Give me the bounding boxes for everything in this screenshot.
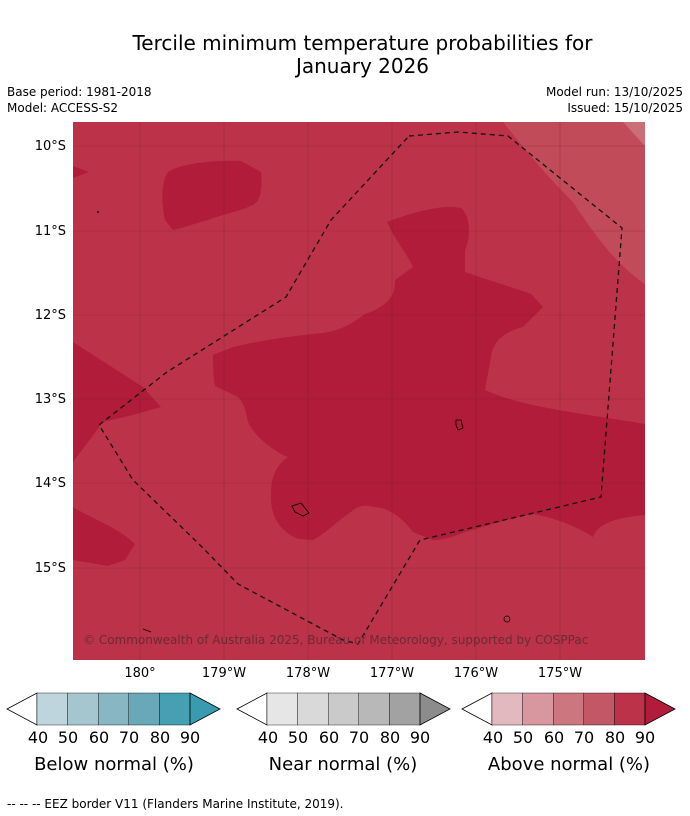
colorbar-segment: [583, 692, 615, 726]
lat-label: 14°S: [34, 476, 66, 491]
colorbar-segment: [159, 692, 191, 726]
colorbar-tick: 90: [179, 728, 201, 747]
lat-label: 12°S: [34, 308, 66, 323]
colorbar-tick: 40: [482, 728, 504, 747]
island-outline: [97, 211, 99, 213]
colorbar-tick: 80: [379, 728, 401, 747]
lon-label: 176°W: [453, 666, 499, 681]
colorbar-tick: 70: [573, 728, 595, 747]
colorbar-tick: 40: [257, 728, 279, 747]
colorbar-label-below: Below normal (%): [34, 754, 194, 775]
region-90pct-north: [162, 160, 262, 230]
model-run: Model run: 13/10/2025: [545, 85, 683, 99]
colorbar-tick: 60: [88, 728, 110, 747]
copyright-notice: © Commonwealth of Australia 2025, Bureau…: [83, 633, 589, 647]
lon-label: 180°: [124, 666, 156, 681]
region-90pct-central: [213, 206, 645, 541]
colorbar-label-above: Above normal (%): [487, 754, 651, 775]
colorbar-segment: [128, 692, 160, 726]
colorbar-tick: 70: [348, 728, 370, 747]
colorbar-segment: [522, 692, 554, 726]
island-outline: [455, 419, 464, 431]
meta-left: Base period: 1981-2018 Model: ACCESS-S2: [7, 84, 152, 116]
region-90pct-west: [73, 342, 161, 462]
graticule: [73, 122, 645, 660]
colorbar-under-triangle: [6, 692, 38, 726]
issued-date: Issued: 15/10/2025: [567, 101, 683, 115]
colorbar-over-triangle: [419, 692, 451, 726]
colorbar-tick: 40: [27, 728, 49, 747]
eez-footnote: -- -- -- EEZ border V11 (Flanders Marine…: [7, 797, 344, 811]
colorbar-tick: 50: [287, 728, 309, 747]
lat-label: 11°S: [34, 224, 66, 239]
colorbar-tick: 90: [634, 728, 656, 747]
colorbar-segment: [67, 692, 99, 726]
colorbar-tick: 50: [512, 728, 534, 747]
colorbar-over-triangle: [189, 692, 221, 726]
model-name: Model: ACCESS-S2: [7, 101, 119, 115]
island-outline: [142, 628, 152, 633]
colorbar-tick: 90: [409, 728, 431, 747]
region-60pct-corner: [623, 122, 645, 146]
colorbar-label-near: Near normal (%): [268, 754, 418, 775]
probability-map: [73, 122, 645, 660]
map-svg: [73, 122, 645, 660]
lat-label: 15°S: [34, 561, 66, 576]
island-outline: [291, 502, 310, 517]
colorbar-segment: [97, 692, 129, 726]
colorbar-segment: [552, 692, 584, 726]
colorbar-tick: 50: [57, 728, 79, 747]
colorbar-segment: [327, 692, 359, 726]
meta-right: Model run: 13/10/2025 Issued: 15/10/2025: [546, 84, 683, 116]
colorbar-over-triangle: [644, 692, 676, 726]
colorbar-segment: [36, 692, 68, 726]
map-title-line2: January 2026: [295, 54, 430, 78]
colorbar-tick: 60: [543, 728, 565, 747]
colorbar-tick: 70: [118, 728, 140, 747]
region-90pct-southwest: [73, 507, 135, 566]
colorbar-segment: [297, 692, 329, 726]
lat-label: 13°S: [34, 392, 66, 407]
colorbar-under-triangle: [461, 692, 493, 726]
colorbar-segment: [491, 692, 523, 726]
lon-label: 179°W: [201, 666, 247, 681]
colorbar-above-normal: [461, 692, 676, 726]
colorbar-tick: 60: [318, 728, 340, 747]
colorbar-segment: [358, 692, 390, 726]
colorbar-segment: [266, 692, 298, 726]
region-70pct-topright: [503, 122, 645, 284]
eez-border: [98, 131, 623, 645]
base-period: Base period: 1981-2018: [7, 85, 152, 99]
colorbar-segment: [389, 692, 421, 726]
region-90pct-west-edge: [73, 166, 89, 178]
island-outline: [503, 615, 511, 623]
lat-label: 10°S: [34, 139, 66, 154]
map-title-line1: Tercile minimum temperature probabilitie…: [132, 31, 593, 55]
lon-label: 178°W: [285, 666, 331, 681]
colorbar-near-normal: [236, 692, 451, 726]
colorbar-segment: [614, 692, 646, 726]
colorbar-tick: 80: [604, 728, 626, 747]
colorbar-tick: 80: [149, 728, 171, 747]
lon-label: 177°W: [369, 666, 415, 681]
colorbar-under-triangle: [236, 692, 268, 726]
colorbar-below-normal: [6, 692, 221, 726]
lon-label: 175°W: [537, 666, 583, 681]
